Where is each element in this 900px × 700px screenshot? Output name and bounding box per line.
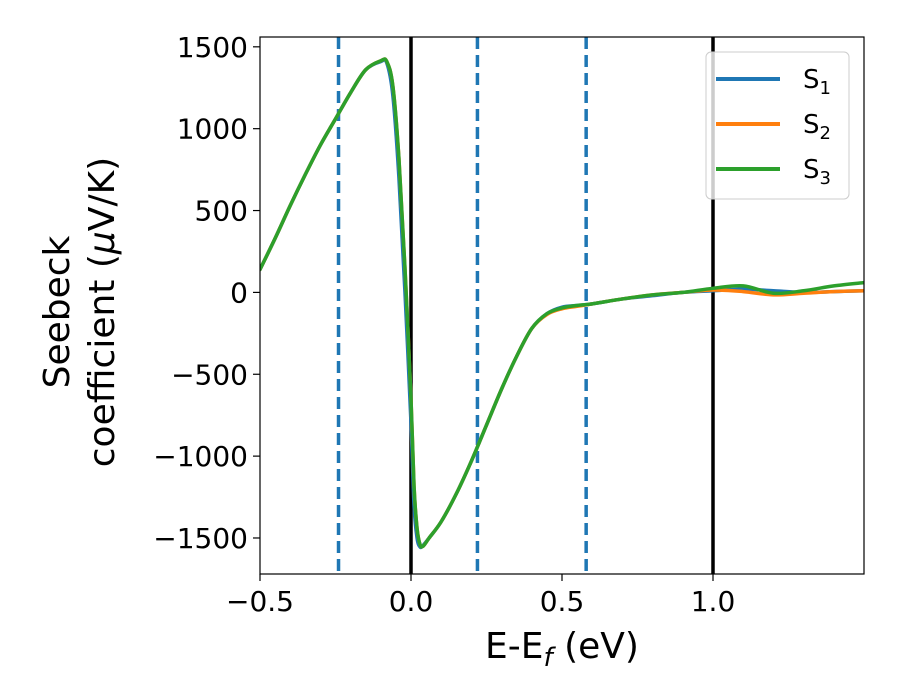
- y-axis-label-mu: μ: [82, 231, 123, 255]
- y-tick-label: −500: [171, 358, 248, 391]
- x-axis-ticks: −0.5 0.0 0.5 1.0: [226, 574, 735, 618]
- y-axis-label-unit: V/K): [82, 157, 123, 231]
- x-tick-label: −0.5: [226, 585, 294, 618]
- x-tick-label: 0.5: [540, 585, 585, 618]
- legend-label-s2: S2: [803, 110, 831, 144]
- x-tick-label: 0.0: [389, 585, 434, 618]
- legend-entries: S1 S2 S3: [716, 65, 831, 189]
- y-tick-label: −1000: [153, 440, 248, 473]
- y-tick-label: 1500: [177, 31, 248, 64]
- y-axis-label-line1: Seebeck: [37, 235, 78, 388]
- legend-label-s1: S1: [803, 65, 831, 99]
- y-axis-label-line2: coefficient (μV/K): [82, 157, 123, 467]
- y-tick-label: 1000: [177, 113, 248, 146]
- legend: S1 S2 S3: [705, 51, 850, 200]
- series-lines: [260, 57, 864, 550]
- x-tick-label: 1.0: [691, 585, 736, 618]
- series-line-s3: [260, 57, 864, 549]
- y-tick-label: 0: [230, 276, 248, 309]
- y-tick-label: −1500: [153, 522, 248, 555]
- legend-label-s3: S3: [803, 155, 831, 189]
- x-axis-label: E-Ef (eV): [485, 626, 639, 673]
- y-tick-label: 500: [195, 195, 248, 228]
- y-axis-ticks: 1500 1000 500 0 −500 −1000 −1500: [153, 31, 260, 555]
- x-axis-label-unit: (eV): [553, 626, 639, 667]
